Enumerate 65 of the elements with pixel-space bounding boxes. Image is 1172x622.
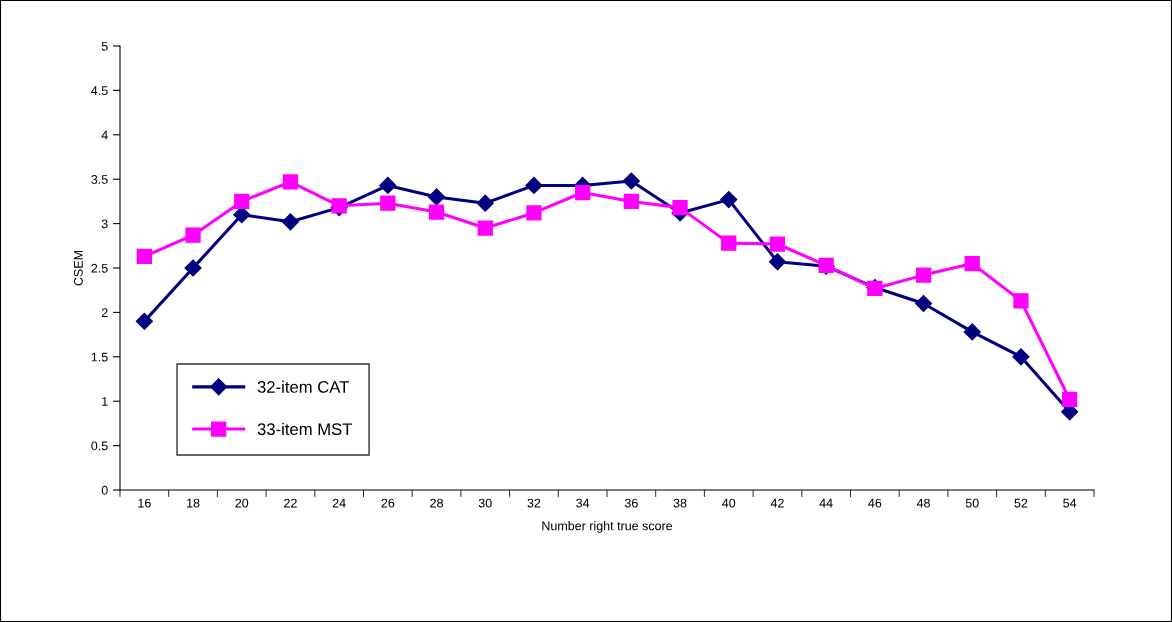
x-tick-label: 50	[965, 498, 979, 508]
x-tick-label: 54	[1063, 498, 1077, 508]
x-tick-label: 52	[1014, 498, 1028, 508]
point	[282, 174, 299, 190]
point	[136, 248, 152, 265]
point	[963, 323, 981, 341]
x-tick-label: 22	[284, 498, 297, 508]
y-tick-label: 0.5	[91, 441, 108, 451]
point	[768, 253, 787, 271]
x-tick-label: 42	[770, 498, 784, 508]
x-tick-label: 30	[478, 498, 492, 508]
point	[964, 255, 980, 272]
point	[769, 236, 786, 252]
y-tick-label: 5	[101, 41, 108, 51]
point	[575, 184, 591, 201]
y-tick-label: 1	[102, 397, 108, 406]
point	[477, 220, 493, 236]
x-tick-label: 26	[381, 498, 395, 508]
x-tick-label: 32	[527, 498, 541, 508]
point	[185, 227, 201, 243]
point	[428, 204, 445, 220]
point	[427, 188, 446, 206]
point	[135, 312, 153, 330]
x-tick-label: 18	[187, 498, 200, 508]
point	[184, 259, 202, 277]
x-tick-label: 46	[868, 498, 882, 508]
x-tick-label: 40	[722, 498, 736, 508]
y-tick-label: 1.5	[91, 352, 108, 362]
x-axis-title: Number right true score	[542, 521, 673, 533]
x-tick-label: 16	[138, 498, 151, 508]
point	[281, 213, 300, 231]
point	[720, 191, 738, 209]
point	[525, 176, 543, 194]
x-tick-label: 48	[916, 498, 930, 508]
point	[526, 205, 542, 221]
y-tick-label: 3.5	[91, 175, 108, 184]
y-tick-label: 4.5	[91, 86, 108, 96]
y-tick-label: 4	[101, 130, 108, 140]
point	[379, 176, 397, 194]
point	[623, 193, 639, 210]
x-tick-label: 34	[576, 498, 590, 508]
legend-label: 33-item MST	[257, 422, 353, 436]
point	[1012, 348, 1030, 366]
point	[672, 199, 688, 216]
x-tick-label: 44	[819, 498, 833, 508]
legend-label: 32-item CAT	[257, 380, 349, 393]
x-tick-label: 24	[332, 498, 346, 508]
point	[915, 267, 932, 283]
point	[380, 195, 396, 211]
point	[1062, 391, 1078, 408]
point	[721, 235, 737, 251]
y-axis-title: CSEM	[73, 250, 83, 286]
y-tick-label: 2.5	[91, 263, 108, 273]
x-tick-label: 28	[430, 498, 443, 508]
x-tick-label: 20	[235, 498, 249, 508]
point	[234, 193, 250, 210]
y-tick-label: 2	[101, 308, 108, 317]
point	[914, 294, 933, 313]
y-tick-label: 0	[101, 485, 108, 495]
point	[1013, 293, 1029, 309]
x-tick-label: 38	[673, 498, 687, 508]
x-tick-label: 36	[624, 498, 638, 508]
point	[476, 194, 494, 212]
point	[622, 172, 640, 190]
y-tick-label: 3	[101, 219, 108, 229]
